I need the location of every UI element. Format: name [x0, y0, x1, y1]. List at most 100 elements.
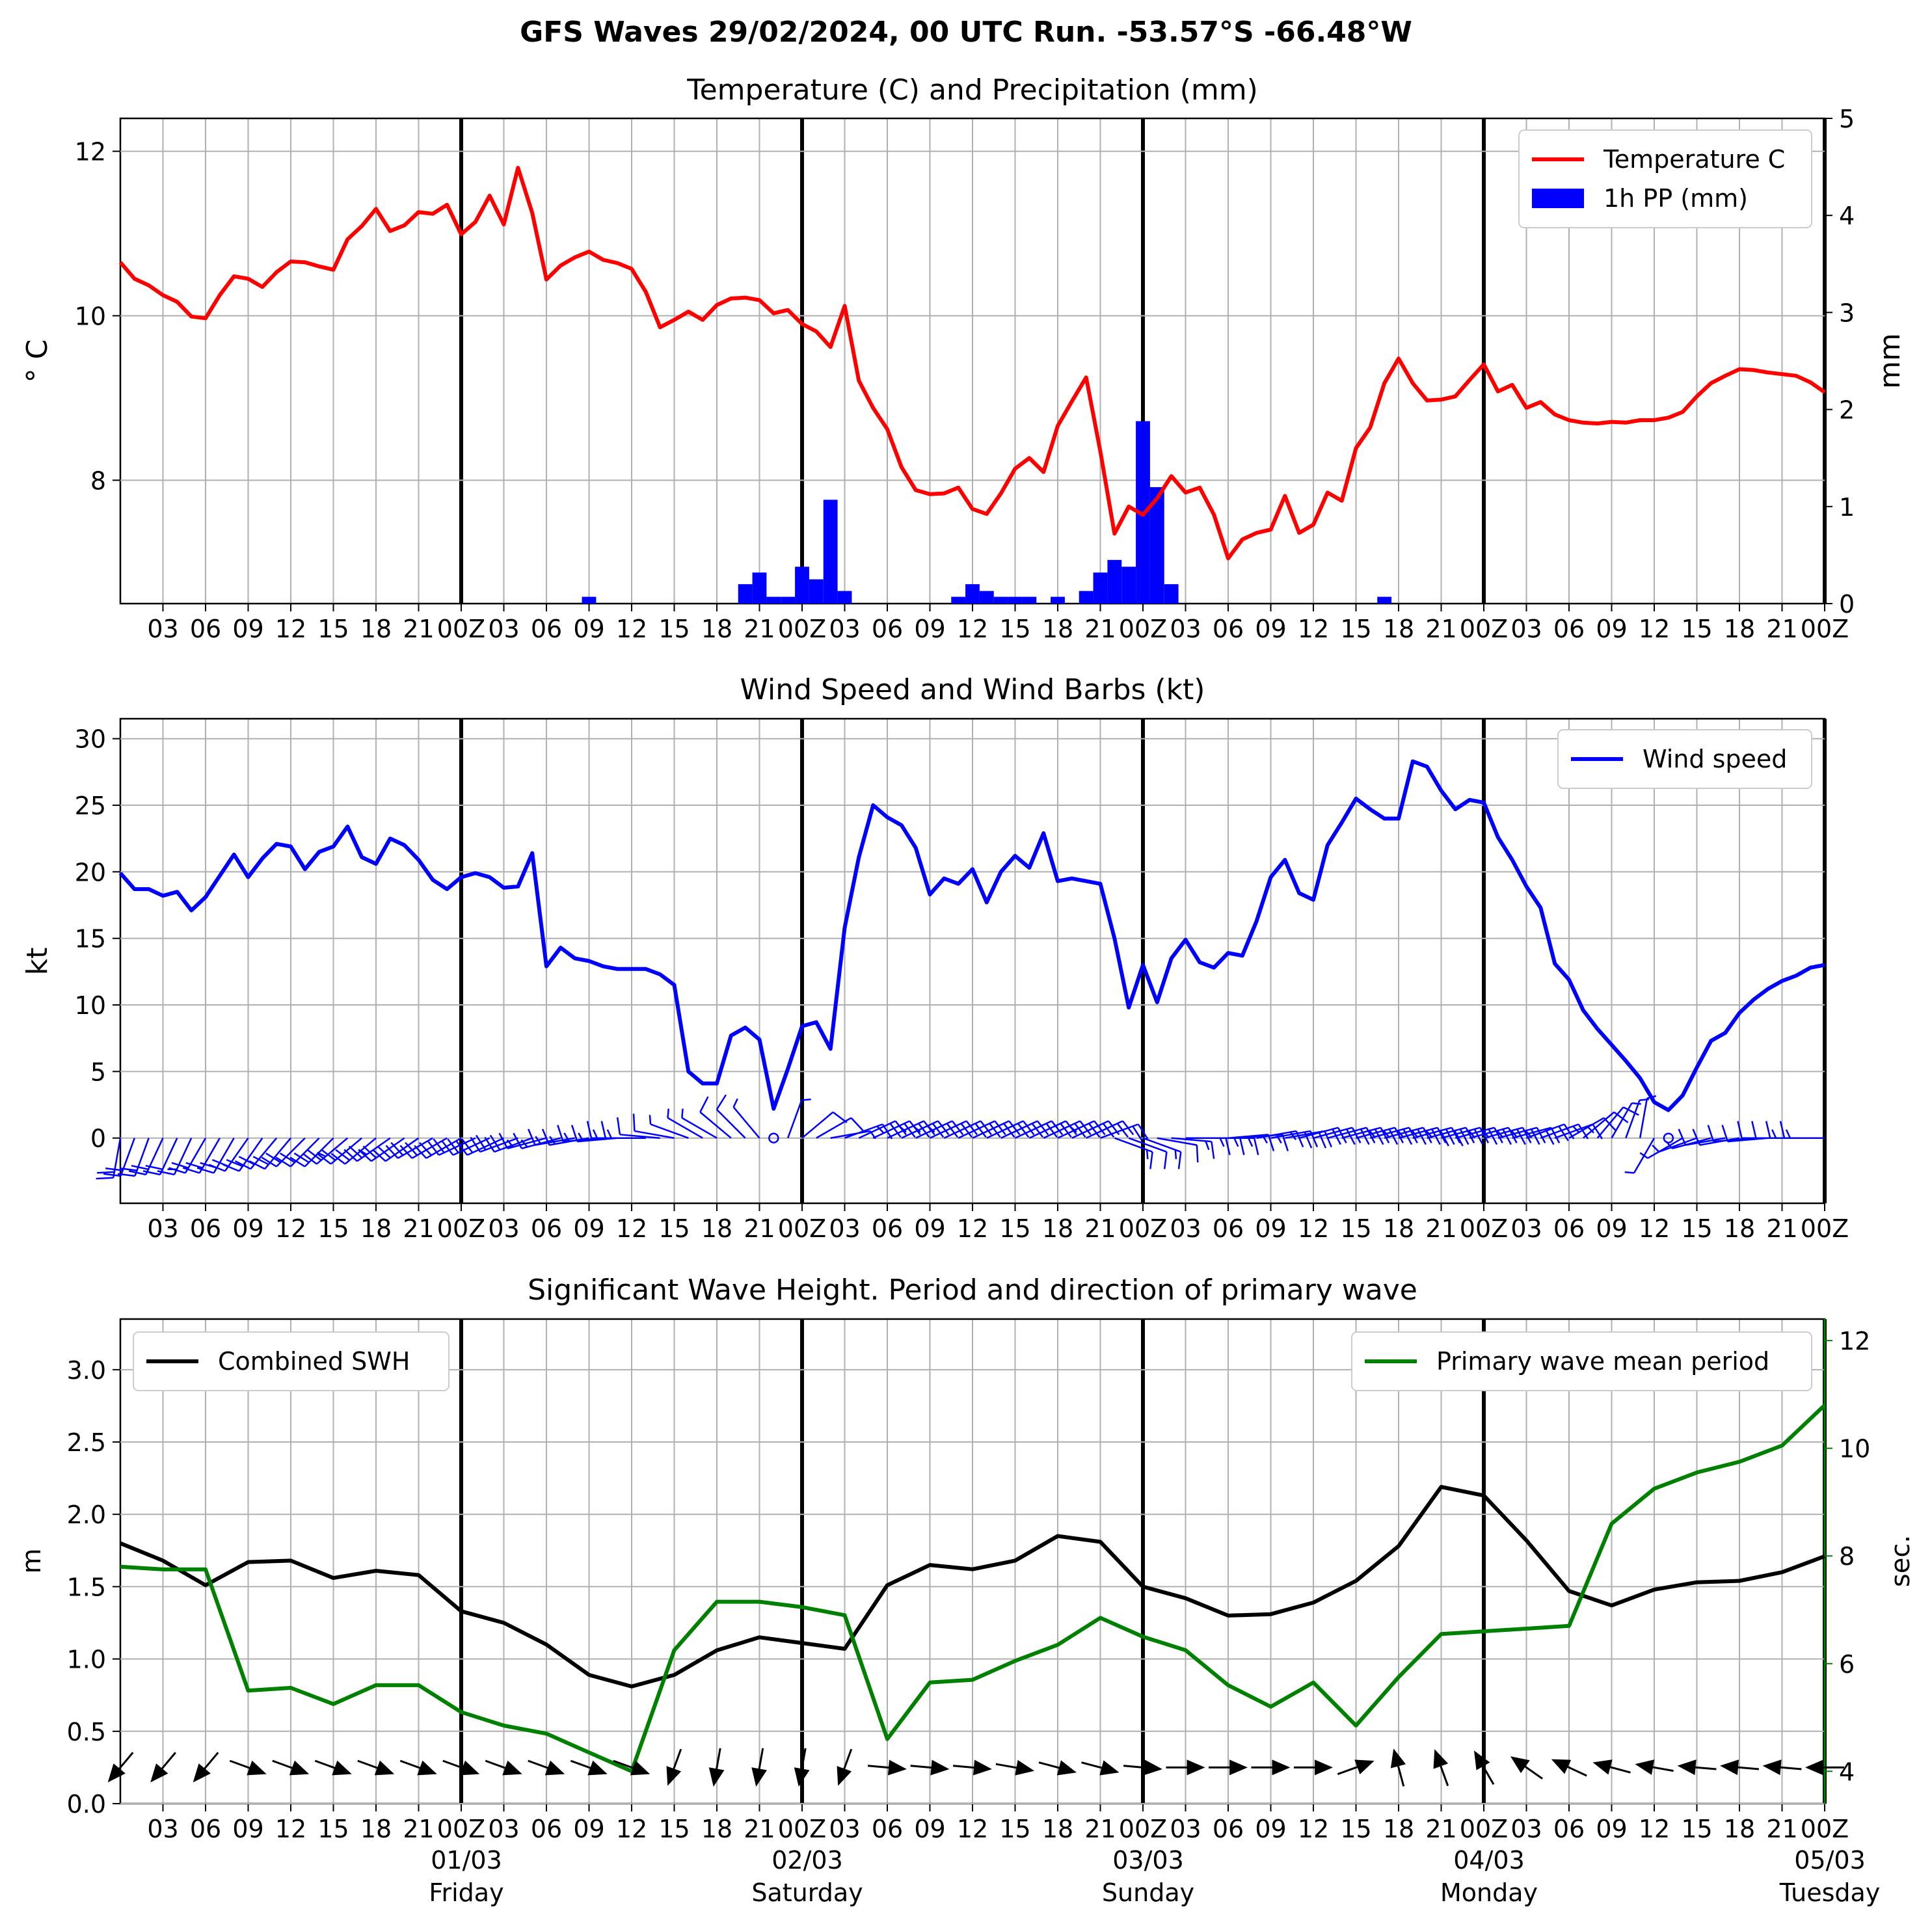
wind-barb-feather: [1281, 1134, 1289, 1152]
wind-barb-feather: [520, 1139, 528, 1148]
temperature-line: [118, 165, 1826, 561]
x-tick-label: 21: [1084, 615, 1116, 643]
wind-barb-feather: [1225, 1138, 1231, 1155]
x-tick-label: 21: [744, 1815, 775, 1843]
legend-label: 1h PP (mm): [1603, 184, 1748, 213]
wind-barb: [1000, 1120, 1049, 1139]
x-tick-label: 15: [999, 1815, 1030, 1843]
wind-barb: [649, 1115, 689, 1139]
wind-barb-feather: [377, 1145, 391, 1159]
x-tick-label: 12: [275, 615, 306, 643]
x-tick-label: 15: [1681, 1815, 1712, 1843]
wind-barb-feather: [974, 1123, 987, 1138]
wind-barb-feather: [470, 1136, 481, 1153]
x-tick-label: 15: [317, 615, 349, 643]
wind-barb: [632, 1114, 675, 1139]
wave-direction-arrow: [528, 1759, 565, 1776]
x-tick-label: 21: [1766, 1214, 1797, 1243]
y2-tick-label: 3: [1839, 299, 1855, 327]
precip-bar: [766, 596, 781, 604]
x-tick-label: 15: [1340, 1815, 1371, 1843]
wind-barb-feather: [455, 1141, 468, 1156]
wave-direction-arrow: [570, 1759, 608, 1776]
wind-barb-feather: [989, 1123, 1001, 1138]
wave-direction-arrow: [1805, 1759, 1844, 1776]
wind-barb-feather: [557, 1125, 564, 1142]
arrow-head: [1354, 1759, 1375, 1774]
x-tick-label: 03: [829, 1214, 860, 1243]
x-tick-label: 12: [616, 1815, 647, 1843]
wind-barb-calm: [1663, 1132, 1674, 1143]
wind-barb-feather: [321, 1149, 336, 1161]
x-tick-label: 21: [744, 615, 775, 643]
y-tick-label: 3.0: [67, 1356, 106, 1385]
wind-barb-staff: [1685, 1137, 1726, 1146]
wind-barb-feather: [252, 1156, 269, 1166]
wind-barb-feather: [1069, 1125, 1077, 1133]
arrow-shaft: [570, 1759, 595, 1770]
wind-barb-staff: [901, 1120, 939, 1139]
wind-barb-feather: [1205, 1140, 1210, 1151]
y2-tick-label: 12: [1839, 1327, 1870, 1355]
wind-barb-staff: [1427, 1127, 1466, 1139]
y2-tick-label: 10: [1839, 1435, 1870, 1463]
wind-barb: [484, 1134, 533, 1153]
wind-barb-staff: [650, 1123, 689, 1139]
wave-direction-arrow: [751, 1748, 767, 1787]
wind-barb-feather: [1707, 1125, 1715, 1142]
wind-barb-feather: [1045, 1123, 1058, 1138]
wind-barb-staff: [972, 1120, 1010, 1139]
wind-barb: [1327, 1127, 1376, 1145]
wind-barb-feather: [475, 1134, 487, 1151]
x-tick-label: 03: [1170, 1815, 1201, 1843]
x-tick-label: 03: [147, 615, 178, 643]
wind-barb-staff: [1526, 1123, 1565, 1139]
wind-barb-feather: [489, 1134, 501, 1151]
wind-barb: [1313, 1127, 1362, 1145]
x-tick-label: 00Z: [1801, 615, 1849, 643]
x-tick-label: 03: [829, 615, 860, 643]
x-tick-label: 18: [1042, 1214, 1073, 1243]
arrow-head: [107, 1763, 126, 1783]
wind-barb-feather: [1646, 1095, 1657, 1099]
wind-barb-feather: [105, 1168, 123, 1171]
wind-barb: [372, 1137, 420, 1162]
wind-barb-feather: [171, 1162, 189, 1169]
legend-label: Combined SWH: [218, 1347, 410, 1376]
wind-barb-feather: [275, 1156, 291, 1168]
x-tick-label: 18: [360, 615, 392, 643]
wind-barb: [1596, 1106, 1639, 1139]
wind-barb: [872, 1120, 921, 1139]
y-tick-label: 0: [90, 1125, 106, 1153]
wind-barb-feather: [937, 1120, 950, 1136]
wind-barb-feather: [248, 1160, 265, 1170]
wind-barb-staff: [304, 1137, 334, 1168]
arrow-head: [887, 1759, 907, 1776]
x-tick-label: 06: [872, 1214, 903, 1243]
wind-barb-feather: [716, 1094, 727, 1110]
wind-barb-feather: [528, 1128, 536, 1145]
x-tick-label: 12: [616, 615, 647, 643]
wind-barb: [1157, 1137, 1199, 1163]
wind-barb: [1512, 1127, 1561, 1145]
wind-barb: [498, 1132, 547, 1149]
y-tick-label: 15: [75, 925, 106, 954]
wind-barb-feather: [1093, 1120, 1106, 1136]
x-tick-label: 12: [957, 615, 988, 643]
wind-barb: [816, 1117, 864, 1139]
x-tick-label: 15: [1681, 1214, 1712, 1243]
wind-barb-feather: [1422, 1127, 1432, 1143]
wind-barb-feather: [348, 1145, 363, 1159]
wind-barb: [958, 1120, 1006, 1139]
wind-barb-feather: [461, 1138, 474, 1153]
wind-barb-feather: [343, 1149, 358, 1162]
wind-barb-feather: [960, 1123, 973, 1138]
precip-bar: [837, 591, 852, 604]
x-tick-label: 12: [1639, 1815, 1670, 1843]
arrow-shaft: [1337, 1765, 1362, 1776]
x-tick-label: 00Z: [778, 615, 826, 643]
arrow-head: [1187, 1759, 1205, 1776]
wind-barb-staff: [801, 1111, 834, 1139]
wind-barb-staff: [438, 1137, 476, 1156]
y-tick-label: 10: [75, 302, 106, 330]
